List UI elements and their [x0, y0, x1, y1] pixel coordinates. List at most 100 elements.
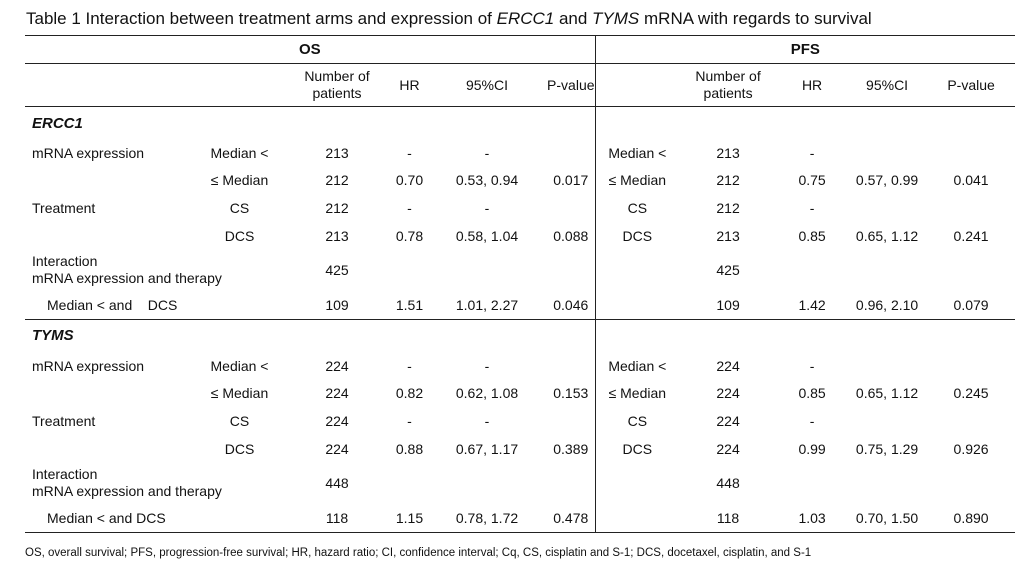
os-ci-cell: 0.78, 1.72: [427, 504, 547, 533]
os-pvalue-cell: [547, 139, 595, 167]
title-prefix: Table 1 Interaction between treatment ar…: [26, 9, 497, 28]
os-pvalue-cell: [547, 194, 595, 222]
table-row: Treatment CS 212 - - CS 212 -: [25, 194, 1015, 222]
pfs-ci-cell: 0.65, 1.12: [855, 227, 919, 244]
gene-row-pfs-blank: [594, 318, 1016, 352]
row-sublabel: DCS: [224, 227, 255, 244]
gene-row: TYMS: [25, 318, 1016, 352]
os-pvalue-cell: 0.478: [547, 504, 596, 533]
title-gene-tyms: TYMS: [592, 9, 640, 28]
os-col-patients: Number of patients: [282, 63, 392, 107]
pfs-ci-cell: 0.70, 1.50: [847, 504, 928, 533]
os-hr-cell: 1.15: [392, 504, 427, 533]
blank-header: [197, 63, 282, 107]
os-patients-cell: 448: [325, 474, 349, 491]
table-row: ≤ Median 212 0.70 0.53, 0.94 0.017 ≤ Median 21…: [25, 166, 1015, 195]
table-row: mRNA expression Median < 213 - - Median < 213 -: [25, 139, 1015, 167]
pfs-ci-cell: [847, 194, 927, 222]
os-ci-cell: [427, 249, 547, 291]
os-patients-cell: 224: [325, 412, 349, 429]
pfs-sublabel: [594, 504, 680, 533]
table-row: mRNA expression Median < 224 - - Median < 224 -: [25, 351, 1015, 380]
pfs-hr-cell: [777, 462, 847, 504]
os-patients-cell: 224: [325, 440, 349, 457]
pfs-col-ci: 95%CI: [847, 63, 928, 107]
table-row: ≤ Median 224 0.82 0.62, 1.08 0.153 ≤ Median 22…: [25, 379, 1015, 408]
gene-label: ERCC1: [32, 114, 83, 132]
pfs-ci-cell: [847, 139, 927, 167]
os-patients-cell: 212: [325, 199, 349, 216]
row-sublabel: CS: [229, 412, 250, 429]
pfs-hr-cell: 1.03: [777, 504, 848, 533]
os-patients-cell: 212: [325, 172, 349, 189]
pfs-hr-cell: -: [809, 357, 815, 374]
pfs-patients-cell: 118: [679, 504, 778, 533]
pfs-pvalue-cell: 0.890: [927, 504, 1016, 533]
os-ci-cell: -: [484, 144, 490, 161]
pfs-sublabel: DCS: [594, 434, 680, 463]
os-hr-cell: -: [407, 199, 412, 216]
os-patients-cell: 425: [325, 261, 349, 278]
os-hr-cell: 0.88: [395, 440, 424, 457]
pfs-ci-cell: 0.96, 2.10: [847, 291, 928, 320]
pfs-hr-cell: 1.42: [777, 291, 848, 320]
footnote: OS, overall survival; PFS, progression-f…: [25, 547, 812, 559]
os-hr-cell: -: [407, 412, 412, 429]
survival-table: OS PFS Number of patients HR 95%CI P-val…: [25, 35, 1016, 533]
pfs-sublabel: ≤ Median: [594, 379, 680, 408]
os-pvalue-cell: [547, 462, 595, 504]
pfs-ci-cell: [847, 352, 927, 380]
row-sublabel: DCS: [224, 440, 255, 457]
row-label: [25, 435, 197, 463]
os-pvalue-cell: 0.389: [553, 440, 589, 457]
os-col-pvalue: P-value: [547, 63, 596, 107]
os-hr-cell: [392, 249, 427, 291]
pfs-pvalue-cell: 0.241: [953, 227, 989, 244]
title-suffix: mRNA with regards to survival: [639, 9, 872, 28]
os-ci-cell: -: [484, 412, 490, 429]
row-label: Interaction mRNA expression and therapy: [32, 253, 222, 287]
row-sublabel: CS: [229, 199, 250, 216]
pfs-sublabel: CS: [594, 194, 680, 222]
row-sublabel: ≤ Median: [210, 172, 269, 189]
pfs-hr-cell: -: [809, 144, 815, 161]
pfs-pvalue-cell: [927, 407, 1015, 435]
pfs-pvalue-cell: [927, 462, 1015, 504]
gene-row-pfs-blank: [594, 106, 1016, 139]
os-ci-cell: 0.67, 1.17: [455, 440, 519, 457]
row-label: Interaction mRNA expression and therapy: [32, 466, 222, 500]
os-ci-cell: -: [484, 357, 490, 374]
row-label: [25, 167, 197, 195]
os-hr-cell: -: [407, 144, 412, 161]
pfs-header: PFS: [594, 35, 1016, 64]
os-hr-cell: 1.51: [392, 291, 427, 320]
pfs-pvalue-cell: 0.041: [953, 172, 989, 189]
os-patients-cell: 224: [325, 357, 349, 374]
pfs-pvalue-cell: [927, 249, 1015, 291]
os-ci-cell: 0.62, 1.08: [455, 385, 519, 402]
os-hr-cell: 0.82: [395, 385, 424, 402]
table-row: DCS 213 0.78 0.58, 1.04 0.088 DCS 213 0.85 0.65,…: [25, 221, 1015, 250]
gene-label: TYMS: [25, 318, 596, 352]
title-and: and: [554, 9, 593, 28]
os-col-ci: 95%CI: [427, 63, 547, 107]
pfs-patients-cell: 213: [716, 144, 740, 161]
row-label: [25, 222, 197, 250]
gene-row: ERCC1: [25, 106, 1016, 139]
pfs-pvalue-cell: [927, 139, 1015, 167]
os-ci-cell: [427, 462, 547, 504]
table-row: Median < and DCS 118 1.15 0.78, 1.72 0.478 11…: [25, 504, 1016, 533]
row-label: Treatment: [32, 199, 96, 216]
pfs-ci-cell: [847, 462, 927, 504]
row-label: mRNA expression: [32, 357, 145, 374]
pfs-hr-cell: 0.85: [798, 227, 826, 244]
os-pvalue-cell: 0.046: [547, 291, 596, 320]
pfs-patients-cell: 224: [716, 440, 740, 457]
os-ci-cell: 1.01, 2.27: [427, 291, 547, 320]
pfs-ci-cell: [847, 249, 927, 291]
pfs-patients-cell: 224: [716, 412, 740, 429]
row-sublabel: ≤ Median: [210, 385, 269, 402]
pfs-ci-cell: 0.75, 1.29: [855, 440, 919, 457]
pfs-patients-cell: 224: [716, 357, 740, 374]
os-hr-cell: 0.78: [395, 227, 424, 244]
